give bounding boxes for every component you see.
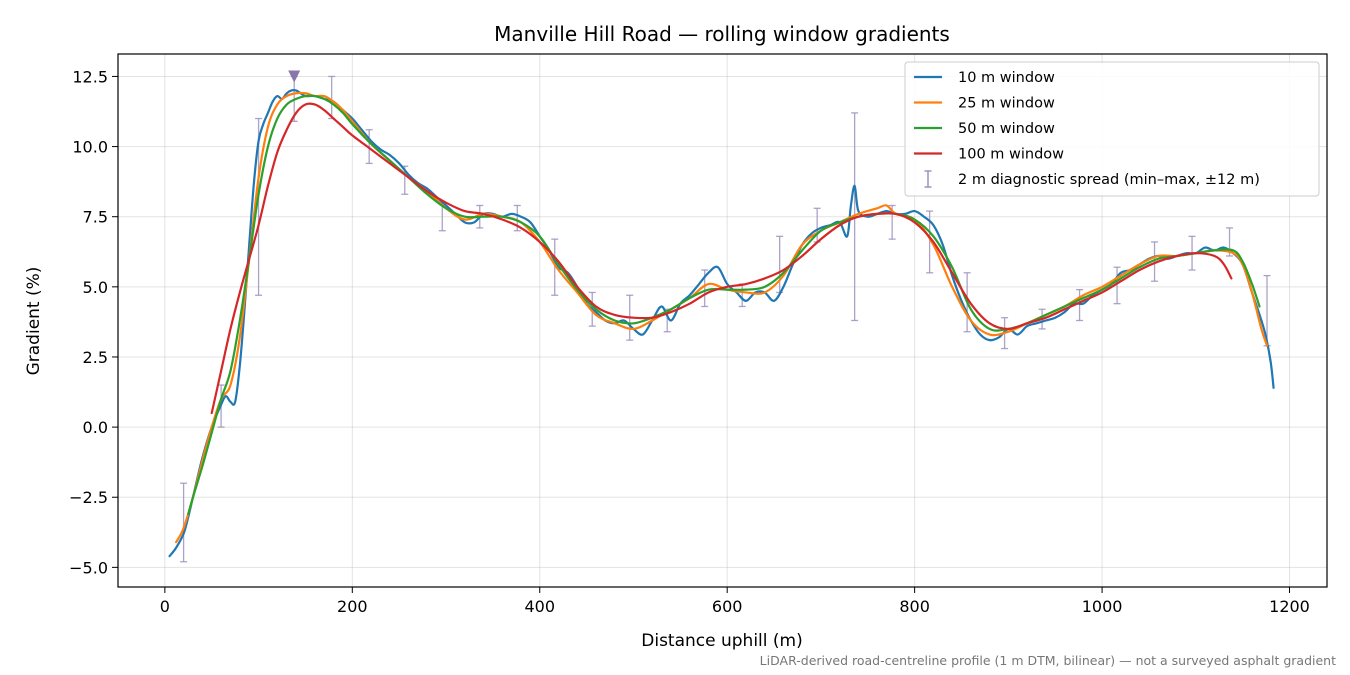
grid bbox=[118, 54, 1327, 587]
chart-title: Manville Hill Road — rolling window grad… bbox=[494, 22, 950, 46]
errorbar bbox=[551, 238, 559, 296]
y-axis-title: Gradient (%) bbox=[24, 267, 44, 376]
footnote: LiDAR-derived road-centreline profile (1… bbox=[760, 653, 1336, 668]
legend-box bbox=[904, 61, 1320, 197]
y-axis-ticks: −5.0 −2.5 0.0 2.5 5.0 7.5 10.0 12.5 bbox=[69, 67, 118, 577]
legend-errorbar-swatch bbox=[924, 170, 932, 188]
legend-item: 2 m diagnostic spread (min–max, ±12 m) bbox=[924, 170, 1260, 188]
x-tick-label: 400 bbox=[524, 597, 555, 616]
errorbar bbox=[1076, 288, 1084, 322]
series-line-4 bbox=[210, 102, 1233, 415]
errorbar bbox=[1113, 266, 1121, 305]
peak-marker bbox=[288, 70, 301, 83]
x-axis-title: Distance uphill (m) bbox=[641, 631, 802, 651]
legend-label: 2 m diagnostic spread (min–max, ±12 m) bbox=[958, 172, 1260, 188]
x-tick-label: 800 bbox=[899, 597, 930, 616]
series-line-1 bbox=[168, 89, 1275, 558]
y-tick-label: 2.5 bbox=[83, 348, 108, 367]
y-tick-label: 10.0 bbox=[72, 138, 108, 157]
legend-item: 25 m window bbox=[914, 96, 1055, 112]
x-tick-label: 1000 bbox=[1082, 597, 1123, 616]
y-tick-label: 5.0 bbox=[83, 278, 108, 297]
legend-item: 100 m window bbox=[914, 147, 1064, 163]
plot-frame bbox=[117, 53, 1328, 588]
legend-item: 10 m window bbox=[914, 70, 1055, 86]
y-tick-label: 0.0 bbox=[83, 418, 108, 437]
x-tick-label: 200 bbox=[337, 597, 368, 616]
series-lines bbox=[168, 89, 1275, 558]
y-tick-label: 12.5 bbox=[72, 67, 108, 86]
errorbar bbox=[180, 482, 188, 563]
legend-label: 50 m window bbox=[958, 121, 1055, 137]
errorbar bbox=[365, 129, 373, 165]
legend-label: 100 m window bbox=[958, 147, 1064, 163]
y-tick-label: 7.5 bbox=[83, 208, 108, 227]
legend: 10 m window 25 m window 50 m window 100 m w… bbox=[904, 61, 1320, 197]
errorbar bbox=[1151, 241, 1159, 282]
x-axis-ticks: 0 200 400 600 800 1000 1200 bbox=[160, 587, 1310, 616]
legend-label: 10 m window bbox=[958, 70, 1055, 86]
x-tick-label: 1200 bbox=[1269, 597, 1310, 616]
y-tick-label: −5.0 bbox=[69, 558, 108, 577]
legend-item: 50 m window bbox=[914, 121, 1055, 137]
x-tick-label: 0 bbox=[160, 597, 170, 616]
peak-marker-group bbox=[288, 70, 301, 83]
legend-label: 25 m window bbox=[958, 96, 1055, 112]
x-tick-label: 600 bbox=[712, 597, 743, 616]
y-tick-label: −2.5 bbox=[69, 488, 108, 507]
